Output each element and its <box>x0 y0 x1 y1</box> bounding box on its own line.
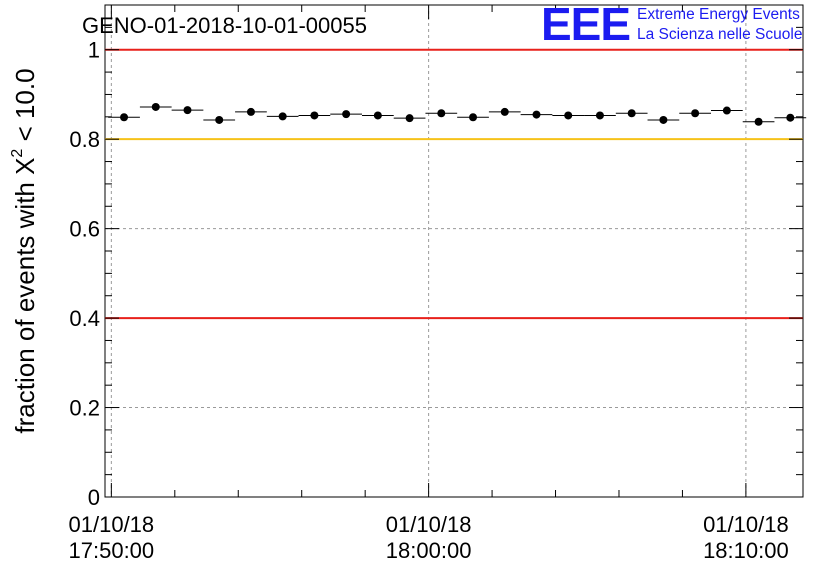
data-point <box>564 111 573 120</box>
x-tick-label-date: 01/10/18 <box>703 512 789 537</box>
y-axis-label-main: fraction of events with <box>10 175 40 434</box>
y-axis-label-chi: X <box>10 158 40 175</box>
grid <box>105 5 803 497</box>
y-axis-label-rest: < 10.0 <box>10 68 40 148</box>
data-point <box>786 113 795 122</box>
data-point <box>215 115 224 124</box>
logo-mark: EEE <box>541 0 630 50</box>
data-point <box>120 113 129 122</box>
eee-logo: EEE Extreme Energy Events La Scienza nel… <box>541 0 802 50</box>
data-point <box>754 117 763 126</box>
chart-title: GENO-01-2018-10-01-00055 <box>82 13 367 38</box>
y-axis-label: fraction of events with X2 < 10.0 <box>9 68 40 433</box>
data-point <box>500 107 509 116</box>
y-tick-label: 0.4 <box>69 306 100 331</box>
logo-line-2: La Scienza nelle Scuole <box>637 26 802 43</box>
y-tick-label: 0.2 <box>69 396 100 421</box>
y-tick-label: 0.8 <box>69 127 100 152</box>
data-point <box>469 113 478 122</box>
y-tick-labels: 0 0.2 0.4 0.6 0.8 1 <box>69 38 100 510</box>
reference-lines <box>105 48 803 320</box>
data-points <box>108 102 807 126</box>
data-point <box>183 106 192 115</box>
plot-frame <box>104 4 804 498</box>
data-point <box>627 109 636 118</box>
data-point <box>691 109 700 118</box>
y-tick-label: 1 <box>88 38 100 63</box>
x-tick-labels: 01/10/1817:50:0001/10/1818:00:0001/10/18… <box>69 512 789 563</box>
data-point <box>342 110 351 119</box>
data-point <box>532 110 541 119</box>
data-point <box>310 111 319 120</box>
y-tick-label: 0.6 <box>69 217 100 242</box>
data-point <box>437 109 446 118</box>
x-tick-label-date: 01/10/18 <box>69 512 155 537</box>
data-point <box>373 111 382 120</box>
data-point <box>278 112 287 121</box>
data-point <box>246 107 255 116</box>
data-point <box>659 115 668 124</box>
data-point <box>722 106 731 115</box>
x-tick-label-time: 18:00:00 <box>386 538 472 563</box>
axis-ticks <box>105 4 803 498</box>
data-point <box>595 111 604 120</box>
data-point <box>151 102 160 111</box>
data-point <box>405 114 414 123</box>
y-axis-label-sup: 2 <box>9 149 26 158</box>
x-tick-label-time: 17:50:00 <box>69 538 155 563</box>
x-tick-label-time: 18:10:00 <box>703 538 789 563</box>
logo-line-1: Extreme Energy Events <box>637 6 800 23</box>
x-tick-label-date: 01/10/18 <box>386 512 472 537</box>
y-tick-label: 0 <box>88 485 100 510</box>
